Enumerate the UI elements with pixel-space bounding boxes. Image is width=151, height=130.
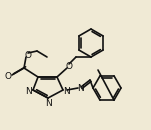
Text: N: N (45, 99, 51, 108)
Text: N: N (64, 86, 70, 96)
Text: N: N (25, 86, 31, 96)
Text: O: O (66, 61, 72, 70)
Text: O: O (24, 50, 32, 60)
Text: O: O (5, 72, 11, 80)
Text: N: N (77, 83, 83, 93)
